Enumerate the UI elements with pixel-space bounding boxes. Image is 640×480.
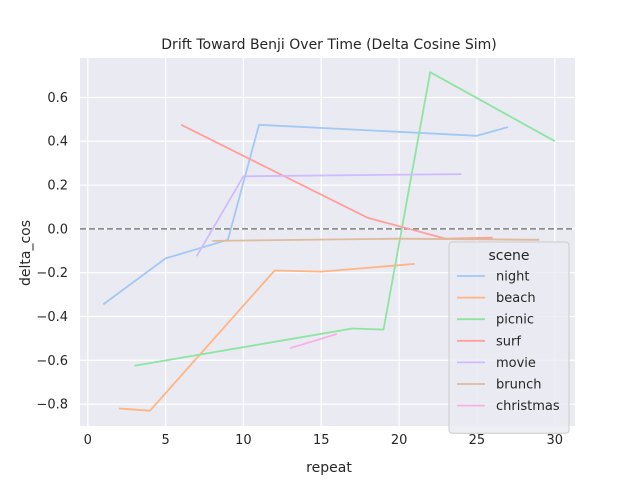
legend-label-night: night — [496, 270, 529, 285]
x-tick-label: 0 — [84, 433, 92, 448]
y-ticks: −0.8 −0.6 −0.4 −0.2 0.0 0.2 0.4 0.6 — [36, 91, 68, 413]
x-tick-label: 25 — [469, 433, 486, 448]
y-tick-label: −0.4 — [36, 310, 68, 325]
chart-title: Drift Toward Benji Over Time (Delta Cosi… — [161, 37, 496, 53]
legend-label-brunch: brunch — [496, 378, 541, 393]
legend-label-beach: beach — [496, 291, 536, 306]
x-tick-label: 5 — [161, 433, 169, 448]
y-tick-label: −0.8 — [36, 398, 68, 413]
legend-title: scene — [488, 248, 529, 264]
series-line-brunch — [212, 237, 540, 242]
legend: scene night beach picnic surf movie brunch chri… — [448, 241, 570, 434]
series-line-beach — [118, 263, 415, 412]
legend-label-christmas: christmas — [496, 399, 560, 414]
x-axis-label: repeat — [306, 460, 352, 476]
series-line-night — [102, 123, 509, 306]
y-tick-label: 0.2 — [47, 179, 68, 194]
x-tick-label: 10 — [235, 433, 252, 448]
y-tick-label: 0.4 — [47, 135, 68, 150]
y-tick-label: −0.2 — [36, 266, 68, 281]
series-line-surf — [180, 123, 493, 240]
y-axis-label: delta_cos — [18, 220, 34, 286]
legend-label-movie: movie — [496, 356, 536, 371]
x-tick-label: 30 — [546, 433, 563, 448]
legend-label-surf: surf — [496, 334, 521, 349]
legend-box — [448, 241, 570, 434]
y-tick-label: 0.6 — [47, 91, 68, 106]
x-tick-label: 15 — [313, 433, 330, 448]
series-line-movie — [195, 173, 462, 257]
x-ticks: 0 5 10 15 20 25 30 — [84, 433, 563, 448]
legend-label-picnic: picnic — [496, 313, 534, 328]
series-line-christmas — [289, 333, 338, 350]
y-tick-label: 0.0 — [47, 222, 68, 237]
y-tick-label: −0.6 — [36, 354, 68, 369]
series-lines — [102, 71, 556, 412]
x-tick-label: 20 — [391, 433, 408, 448]
series-line-picnic — [134, 71, 556, 367]
